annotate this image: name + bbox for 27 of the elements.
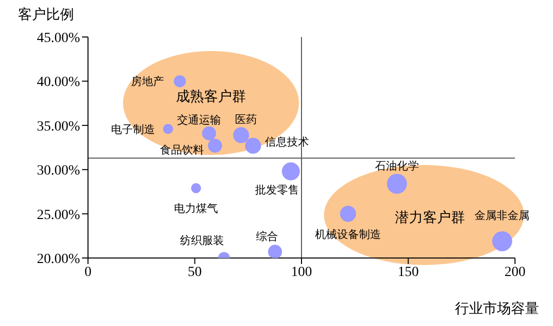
x-tick-label: 200: [504, 264, 526, 280]
y-tick-label: 35.00%: [36, 119, 80, 134]
annotation: 房地产: [130, 75, 164, 88]
annotation: 综合: [256, 230, 278, 243]
x-tick-label: 0: [84, 264, 92, 280]
annotation: 食品饮料: [160, 144, 204, 157]
annotation: 纺织服装: [180, 234, 224, 247]
annotation: 成熟客户群: [176, 88, 246, 106]
annotation: 交通运输: [177, 113, 222, 126]
x-axis-title: 行业市场容量: [455, 300, 539, 318]
x-tick-label: 100: [291, 264, 312, 280]
annotation: 电力煤气: [174, 202, 218, 216]
y-tick-label: 30.00%: [36, 164, 80, 179]
annotation: 批发零售: [254, 183, 299, 196]
y-axis-title: 客户比例: [18, 6, 74, 24]
annotation: 机械设备制造: [315, 228, 382, 241]
annotation: 潜力客户群: [395, 209, 465, 227]
x-tick-label: 150: [398, 264, 419, 280]
annotation: 医药: [235, 113, 258, 126]
annotation: 金属非金属: [474, 209, 530, 222]
x-tick-label: 50: [188, 264, 202, 280]
y-tick-label: 40.00%: [36, 75, 80, 90]
annotation: 电子制造: [111, 122, 156, 136]
annotation: 石油化学: [374, 160, 419, 173]
y-tick-label: 20.00%: [36, 252, 80, 267]
y-tick-label: 25.00%: [36, 208, 80, 223]
y-tick-label: 45.00%: [36, 30, 80, 46]
